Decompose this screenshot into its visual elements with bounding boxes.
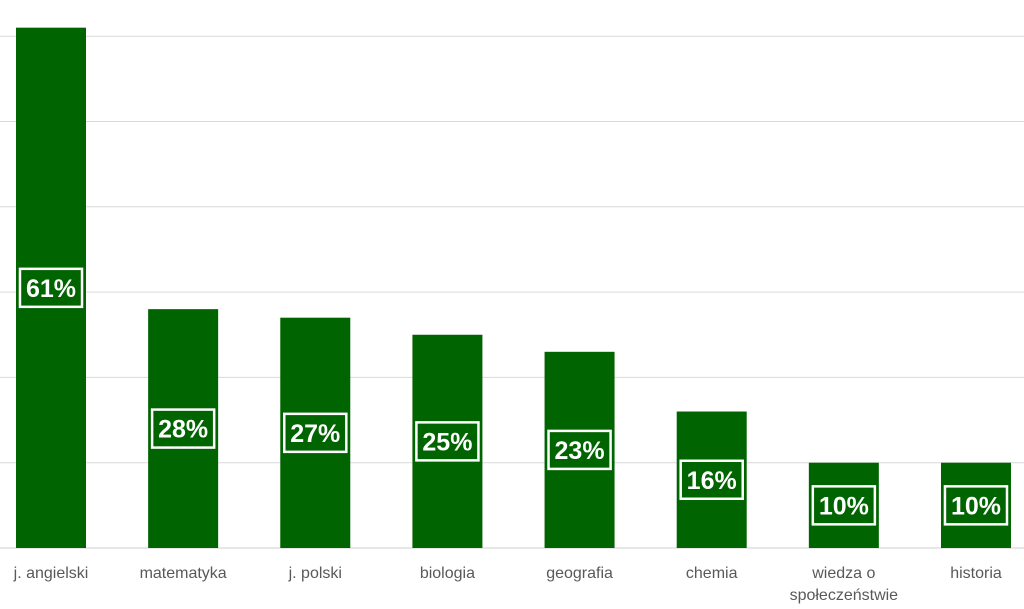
data-label: 61% bbox=[26, 275, 76, 303]
bar bbox=[280, 317, 351, 548]
category-label: historia bbox=[950, 565, 1002, 582]
bar bbox=[676, 411, 747, 548]
data-label-box bbox=[150, 408, 216, 449]
data-label: 10% bbox=[951, 492, 1001, 520]
bar bbox=[808, 462, 879, 548]
data-label: 16% bbox=[687, 467, 737, 495]
data-label-box bbox=[18, 267, 84, 309]
data-label: 23% bbox=[555, 437, 605, 465]
category-label: wiedza o społeczeństwie bbox=[790, 565, 899, 604]
category-label: matematyka bbox=[140, 565, 227, 582]
data-label: 28% bbox=[158, 416, 208, 444]
data-label-box bbox=[943, 485, 1009, 526]
bars bbox=[16, 27, 1011, 549]
category-label: j. polski bbox=[288, 565, 342, 582]
category-label: geografia bbox=[546, 565, 613, 582]
bar bbox=[544, 351, 615, 548]
data-label: 27% bbox=[290, 420, 340, 448]
data-label-box bbox=[811, 485, 877, 526]
category-label: j. angielski bbox=[13, 565, 89, 582]
data-label-box bbox=[283, 412, 348, 454]
data-label-box bbox=[547, 429, 612, 471]
bar bbox=[412, 334, 483, 548]
bar bbox=[940, 462, 1011, 548]
data-label: 25% bbox=[422, 428, 472, 456]
bar bbox=[148, 309, 219, 548]
category-label: biologia bbox=[420, 565, 475, 582]
category-labels: j. angielski matematyka j. polski biologia g… bbox=[13, 565, 1002, 604]
category-label: chemia bbox=[686, 565, 738, 582]
data-labels: 61% 28% 27% 25% 23% 16% 10% 10% bbox=[18, 267, 1009, 526]
bar bbox=[16, 27, 86, 549]
data-label-box bbox=[679, 459, 744, 501]
data-label: 10% bbox=[819, 492, 869, 520]
data-label-box bbox=[415, 421, 480, 462]
